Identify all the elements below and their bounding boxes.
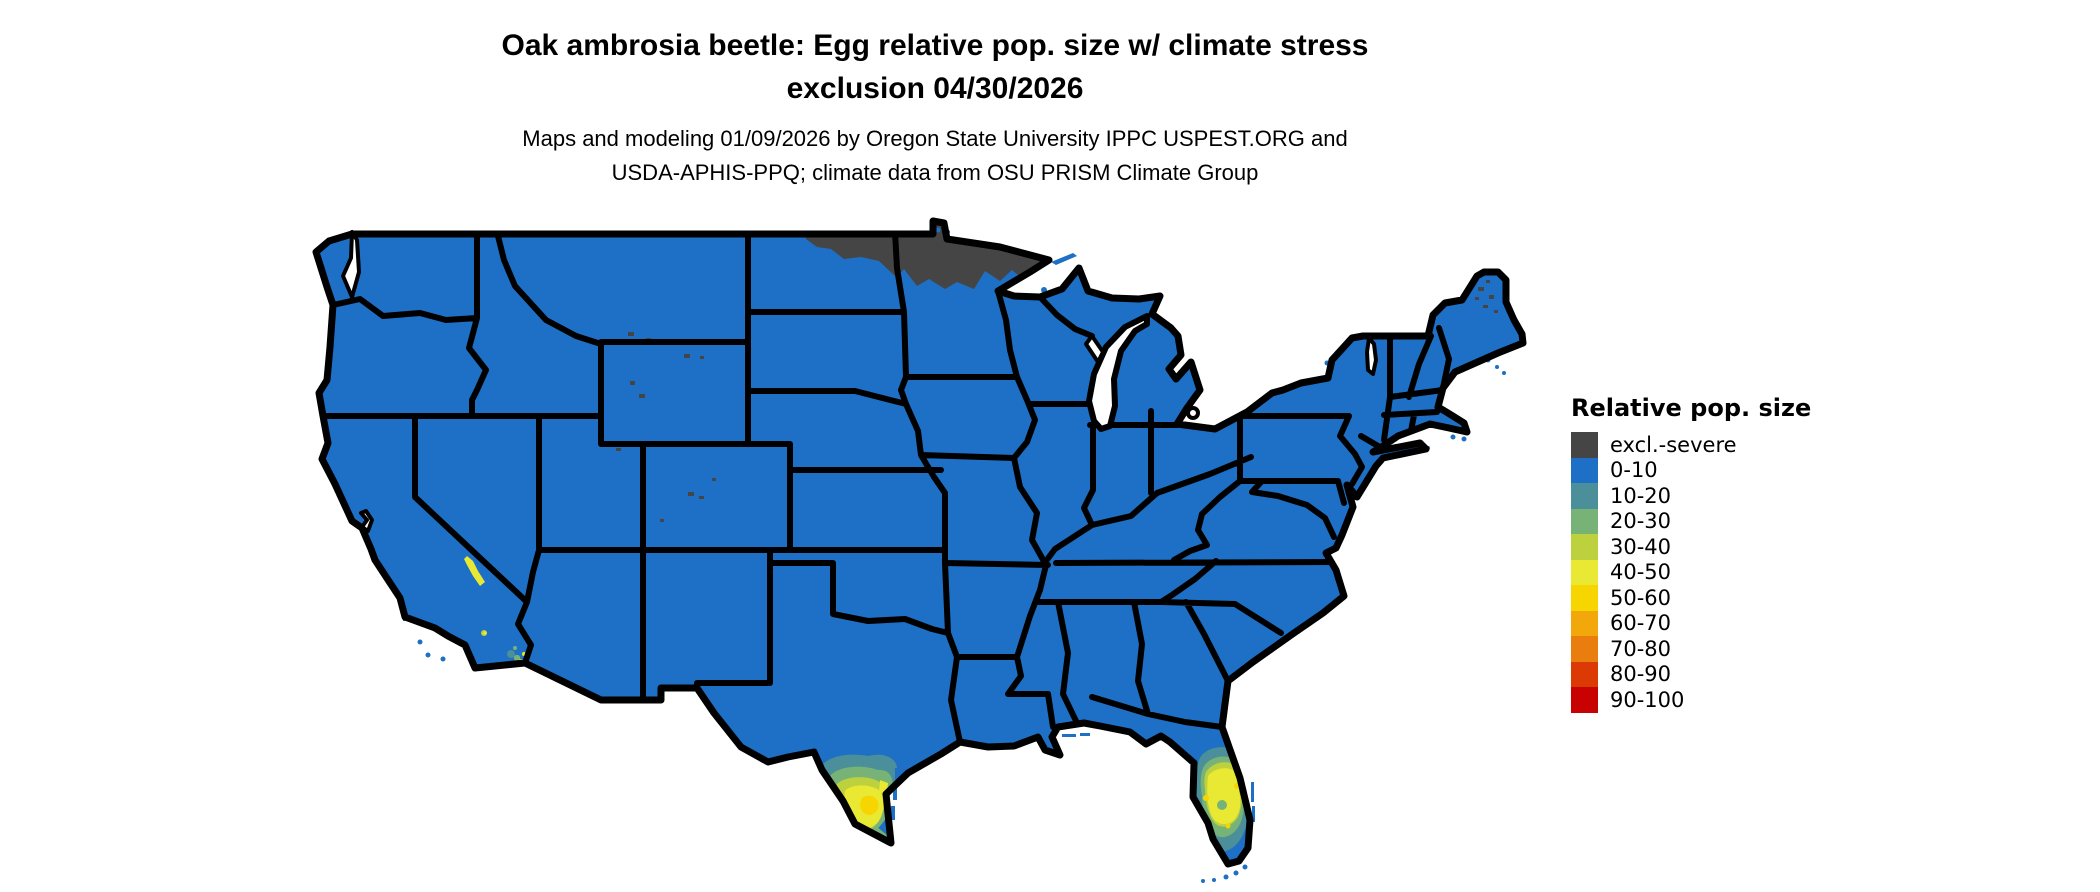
legend-label: 80-90	[1610, 662, 1672, 687]
legend-item-60-70: 60-70	[1571, 610, 1811, 636]
legend-swatch	[1571, 457, 1598, 483]
legend-label: 20-30	[1610, 509, 1672, 534]
islands	[403, 227, 1506, 883]
legend-swatch	[1571, 559, 1598, 585]
lake-champlain	[1365, 336, 1378, 376]
legend-label: 50-60	[1610, 585, 1672, 610]
page-title: Oak ambrosia beetle: Egg relative pop. s…	[0, 24, 1870, 110]
legend-item-0-10: 0-10	[1571, 457, 1811, 483]
legend-label: 70-80	[1610, 636, 1672, 661]
great-lakes	[341, 230, 1378, 533]
subtitle-line-1: Maps and modeling 01/09/2026 by Oregon S…	[522, 126, 1348, 151]
state-borders	[320, 229, 1452, 745]
puget-sound	[341, 230, 361, 299]
legend-swatch	[1571, 585, 1598, 611]
legend-swatch	[1571, 534, 1598, 560]
legend-swatch	[1571, 661, 1598, 687]
legend-label: 60-70	[1610, 611, 1672, 636]
legend-item-30-40: 30-40	[1571, 534, 1811, 560]
legend-swatch	[1571, 610, 1598, 636]
legend-swatch	[1571, 636, 1598, 662]
legend-item-20-30: 20-30	[1571, 508, 1811, 534]
legend-item-80-90: 80-90	[1571, 661, 1811, 687]
legend-label: 40-50	[1610, 560, 1672, 585]
subtitle-line-2: USDA-APHIS-PPQ; climate data from OSU PR…	[611, 160, 1259, 185]
legend-label: 10-20	[1610, 483, 1672, 508]
title-block: Oak ambrosia beetle: Egg relative pop. s…	[0, 0, 1870, 190]
legend-item-70-80: 70-80	[1571, 636, 1811, 662]
exclusion-region-minnesota	[806, 221, 1049, 289]
legend-swatch	[1571, 508, 1598, 534]
legend-label: excl.-severe	[1610, 432, 1737, 457]
title-line-2: exclusion 04/30/2026	[786, 72, 1084, 105]
legend-item-excl-severe: excl.-severe	[1571, 432, 1811, 458]
legend-swatch	[1571, 483, 1598, 509]
page-subtitle: Maps and modeling 01/09/2026 by Oregon S…	[0, 122, 1870, 190]
legend-item-40-50: 40-50	[1571, 559, 1811, 585]
legend-label: 0-10	[1610, 458, 1658, 483]
legend-label: 30-40	[1610, 534, 1672, 559]
legend-label: 90-100	[1610, 687, 1685, 712]
legend-item-90-100: 90-100	[1571, 687, 1811, 713]
legend-item-50-60: 50-60	[1571, 585, 1811, 611]
legend-item-10-20: 10-20	[1571, 483, 1811, 509]
legend-swatch	[1571, 432, 1598, 458]
title-line-1: Oak ambrosia beetle: Egg relative pop. s…	[501, 29, 1369, 62]
legend-title: Relative pop. size	[1571, 394, 1812, 422]
legend-swatch	[1571, 687, 1598, 713]
legend: Relative pop. size excl.-severe 0-10 10-…	[1571, 394, 1811, 713]
green-bay	[1084, 334, 1105, 364]
